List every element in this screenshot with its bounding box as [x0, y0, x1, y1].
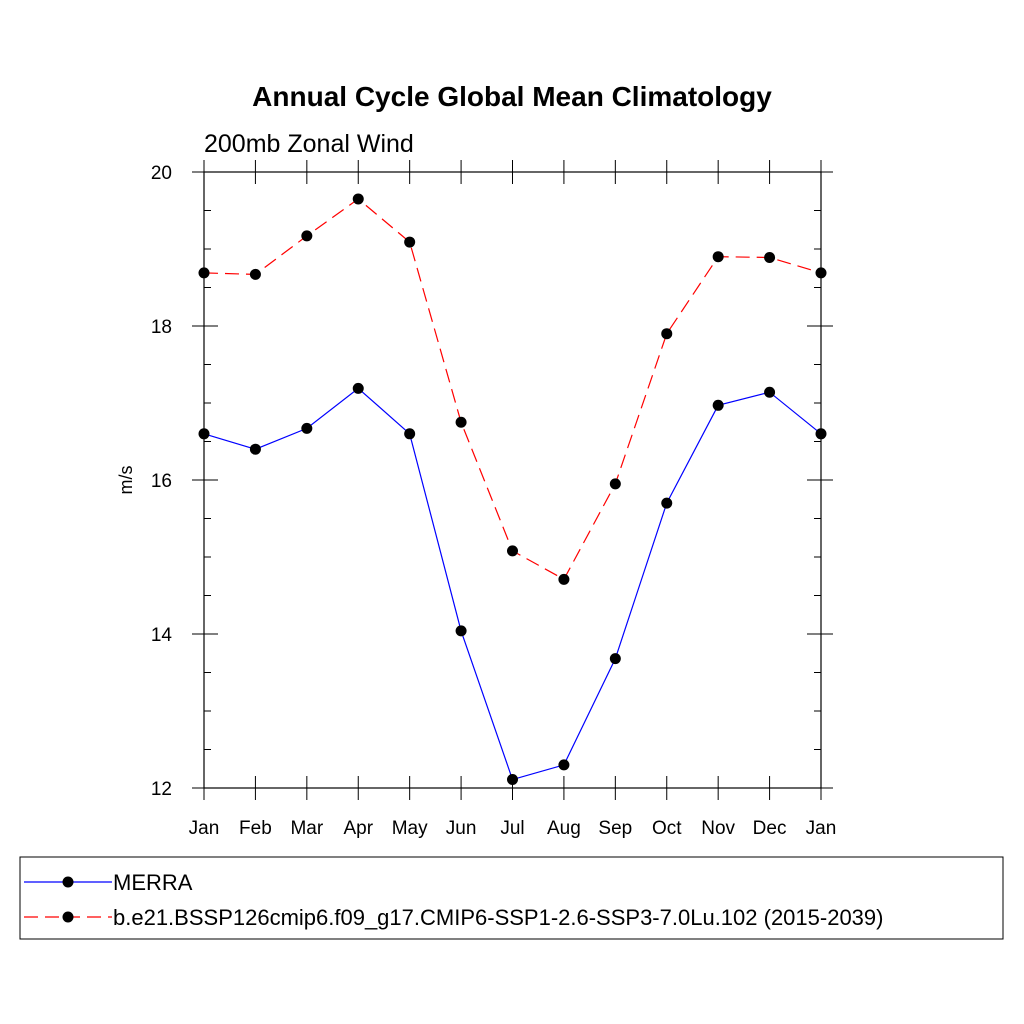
x-tick-label: Sep [598, 818, 632, 839]
series-2-point [712, 251, 724, 263]
x-tick-label: Feb [239, 818, 272, 839]
y-tick-label: 20 [151, 163, 172, 184]
series-2-point [352, 193, 364, 205]
legend-label-1: MERRA [113, 870, 193, 895]
chart-subtitle: 200mb Zonal Wind [204, 130, 414, 158]
series-1-point [455, 625, 467, 637]
x-tick-label: Apr [343, 818, 373, 839]
series-2-point [609, 478, 621, 490]
y-tick-label: 16 [151, 471, 172, 492]
series-line-2 [203, 198, 822, 581]
series-2-point [764, 251, 776, 263]
series-2-point [249, 268, 261, 280]
series-2-point [455, 416, 467, 428]
plot-area: Jan Feb Mar Apr May Jun Jul Aug Sep Oct Nov Dec Jan 1… [151, 160, 836, 839]
series-1-point [198, 428, 210, 440]
series-1-point [712, 399, 724, 411]
series-1-point [558, 759, 570, 771]
legend-marker-1 [62, 876, 74, 888]
x-tick-label: Aug [547, 818, 581, 839]
y-tick-label: 14 [151, 625, 173, 646]
series-2-point [558, 573, 570, 585]
x-tick-label: Jan [806, 818, 837, 839]
y-tick-label: 12 [151, 779, 172, 800]
series-2-point [301, 230, 313, 242]
plot-frame [203, 171, 822, 789]
legend-box [19, 856, 1004, 940]
series-line-1 [203, 387, 822, 781]
series-2-point [404, 236, 416, 248]
legend-label-2: b.e21.BSSP126cmip6.f09_g17.CMIP6-SSP1-2.… [113, 905, 883, 930]
x-tick-label: Jan [189, 818, 220, 839]
series-1-point [301, 422, 313, 434]
series-1-point [404, 428, 416, 440]
series-1-point [764, 386, 776, 398]
x-tick-label: Nov [701, 818, 735, 839]
x-tick-label: Dec [753, 818, 787, 839]
chart-title: Annual Cycle Global Mean Climatology [252, 81, 772, 112]
y-axis-label: m/s [116, 466, 136, 495]
x-tick-label: Mar [290, 818, 323, 839]
series-2-point [198, 267, 210, 279]
series-2-point [507, 545, 518, 557]
x-tick-label: May [392, 818, 428, 839]
x-tick-label: Jul [500, 818, 524, 839]
legend-marker-2 [62, 911, 74, 923]
x-tick-label: Jun [446, 818, 477, 839]
legend: MERRA b.e21.BSSP126cmip6.f09_g17.CMIP6-SS… [19, 856, 1004, 940]
series-2-point [661, 328, 673, 340]
series-1-point [661, 497, 673, 509]
series-2-point [815, 267, 827, 279]
series-1-point [815, 428, 827, 440]
series-1-point [609, 653, 621, 665]
series-1-point [249, 443, 261, 455]
series-1-point [507, 774, 518, 786]
y-tick-label: 18 [151, 317, 172, 338]
x-tick-label: Oct [652, 818, 682, 839]
series-1-point [352, 382, 364, 394]
